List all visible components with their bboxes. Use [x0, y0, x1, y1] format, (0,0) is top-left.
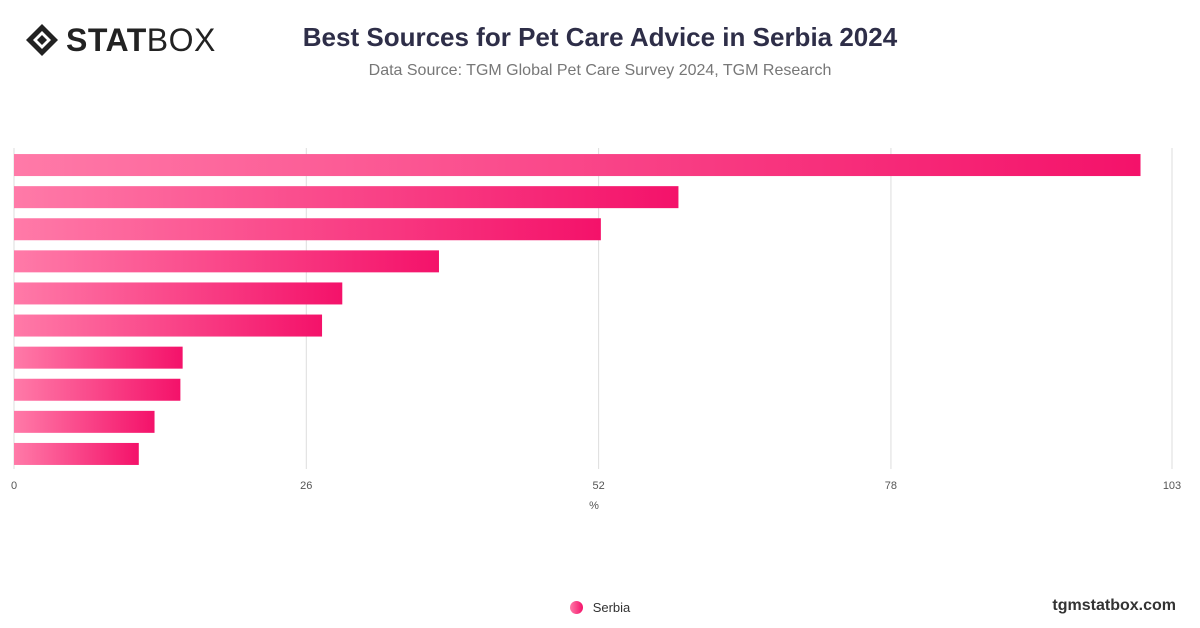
x-tick-label: 0 — [11, 480, 17, 492]
website-label: tgmstatbox.com — [1052, 597, 1176, 614]
statbox-diamond-icon — [26, 24, 58, 56]
bar-6[interactable] — [14, 314, 323, 337]
bar-9[interactable] — [14, 410, 155, 433]
x-tick-label: 78 — [885, 480, 897, 492]
bar-8[interactable] — [14, 378, 181, 401]
bar-1[interactable] — [14, 154, 1141, 177]
bar-2[interactable] — [14, 186, 679, 209]
statbox-logo: STATBOX — [24, 22, 216, 58]
x-axis-label: % — [589, 500, 599, 512]
bar-7[interactable] — [14, 346, 183, 369]
chart-subtitle: Data Source: TGM Global Pet Care Survey … — [368, 62, 832, 79]
legend[interactable]: Serbia — [0, 600, 1200, 615]
x-tick-label: 103 — [1163, 480, 1181, 492]
chart-title: Best Sources for Pet Care Advice in Serb… — [302, 22, 898, 52]
x-tick-label: 26 — [300, 480, 312, 492]
bar-3[interactable] — [14, 218, 601, 241]
bar-5[interactable] — [14, 282, 343, 305]
legend-swatch-serbia — [569, 601, 583, 614]
logo-wordmark: STATBOX — [66, 22, 216, 58]
x-tick-label: 52 — [592, 480, 604, 492]
bar-4[interactable] — [14, 250, 439, 273]
bar-10[interactable] — [14, 442, 139, 465]
logo-text-light: BOX — [146, 22, 216, 58]
logo-text-bold: STAT — [66, 22, 147, 58]
legend-label-serbia: Serbia — [592, 600, 631, 615]
